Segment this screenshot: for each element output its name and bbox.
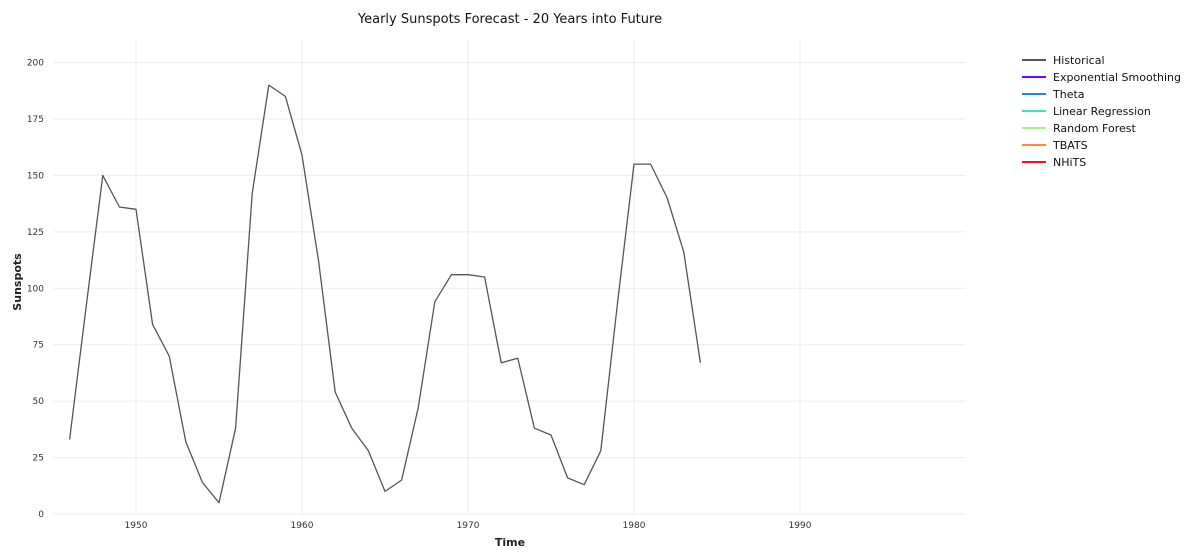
legend-label: Random Forest [1053, 122, 1136, 135]
grid [53, 40, 966, 515]
legend-label: TBATS [1052, 139, 1088, 152]
legend-item-tbats[interactable]: TBATS [1022, 139, 1088, 152]
y-tick-label: 175 [27, 115, 44, 125]
legend-label: Theta [1052, 88, 1085, 101]
y-tick-label: 200 [27, 59, 44, 69]
x-tick-label: 1950 [125, 521, 148, 531]
x-tick-label: 1970 [457, 521, 480, 531]
legend-item-linear-regression[interactable]: Linear Regression [1022, 105, 1151, 118]
legend-item-exponential-smoothing[interactable]: Exponential Smoothing [1022, 71, 1181, 84]
x-axis-label: Time [495, 536, 525, 549]
y-tick-label: 100 [27, 284, 44, 294]
y-axis-label: Sunspots [11, 253, 24, 311]
series-line-historical [68, 84, 702, 504]
legend-label: Historical [1053, 54, 1105, 67]
y-tick-label: 0 [38, 510, 44, 520]
y-axis: 0 25 50 75 100 125 150 175 200 [27, 59, 44, 520]
y-tick-label: 150 [27, 171, 44, 181]
legend-item-theta[interactable]: Theta [1022, 88, 1085, 101]
y-tick-label: 25 [33, 454, 44, 464]
y-tick-label: 125 [27, 228, 44, 238]
legend-item-historical[interactable]: Historical [1022, 54, 1105, 67]
legend-label: NHiTS [1053, 156, 1086, 169]
legend-item-nhits[interactable]: NHiTS [1022, 156, 1086, 169]
x-tick-label: 1990 [789, 521, 812, 531]
x-tick-label: 1960 [291, 521, 314, 531]
series-lines [68, 84, 702, 504]
y-tick-label: 50 [33, 397, 45, 407]
legend-item-random-forest[interactable]: Random Forest [1022, 122, 1136, 135]
y-tick-label: 75 [33, 341, 44, 351]
chart-title: Yearly Sunspots Forecast - 20 Years into… [357, 12, 662, 27]
legend: Historical Exponential Smoothing Theta Line… [1022, 54, 1181, 169]
legend-label: Exponential Smoothing [1053, 71, 1181, 84]
legend-label: Linear Regression [1053, 105, 1151, 118]
x-axis: 1950 1960 1970 1980 1990 [125, 521, 812, 531]
x-tick-label: 1980 [623, 521, 646, 531]
